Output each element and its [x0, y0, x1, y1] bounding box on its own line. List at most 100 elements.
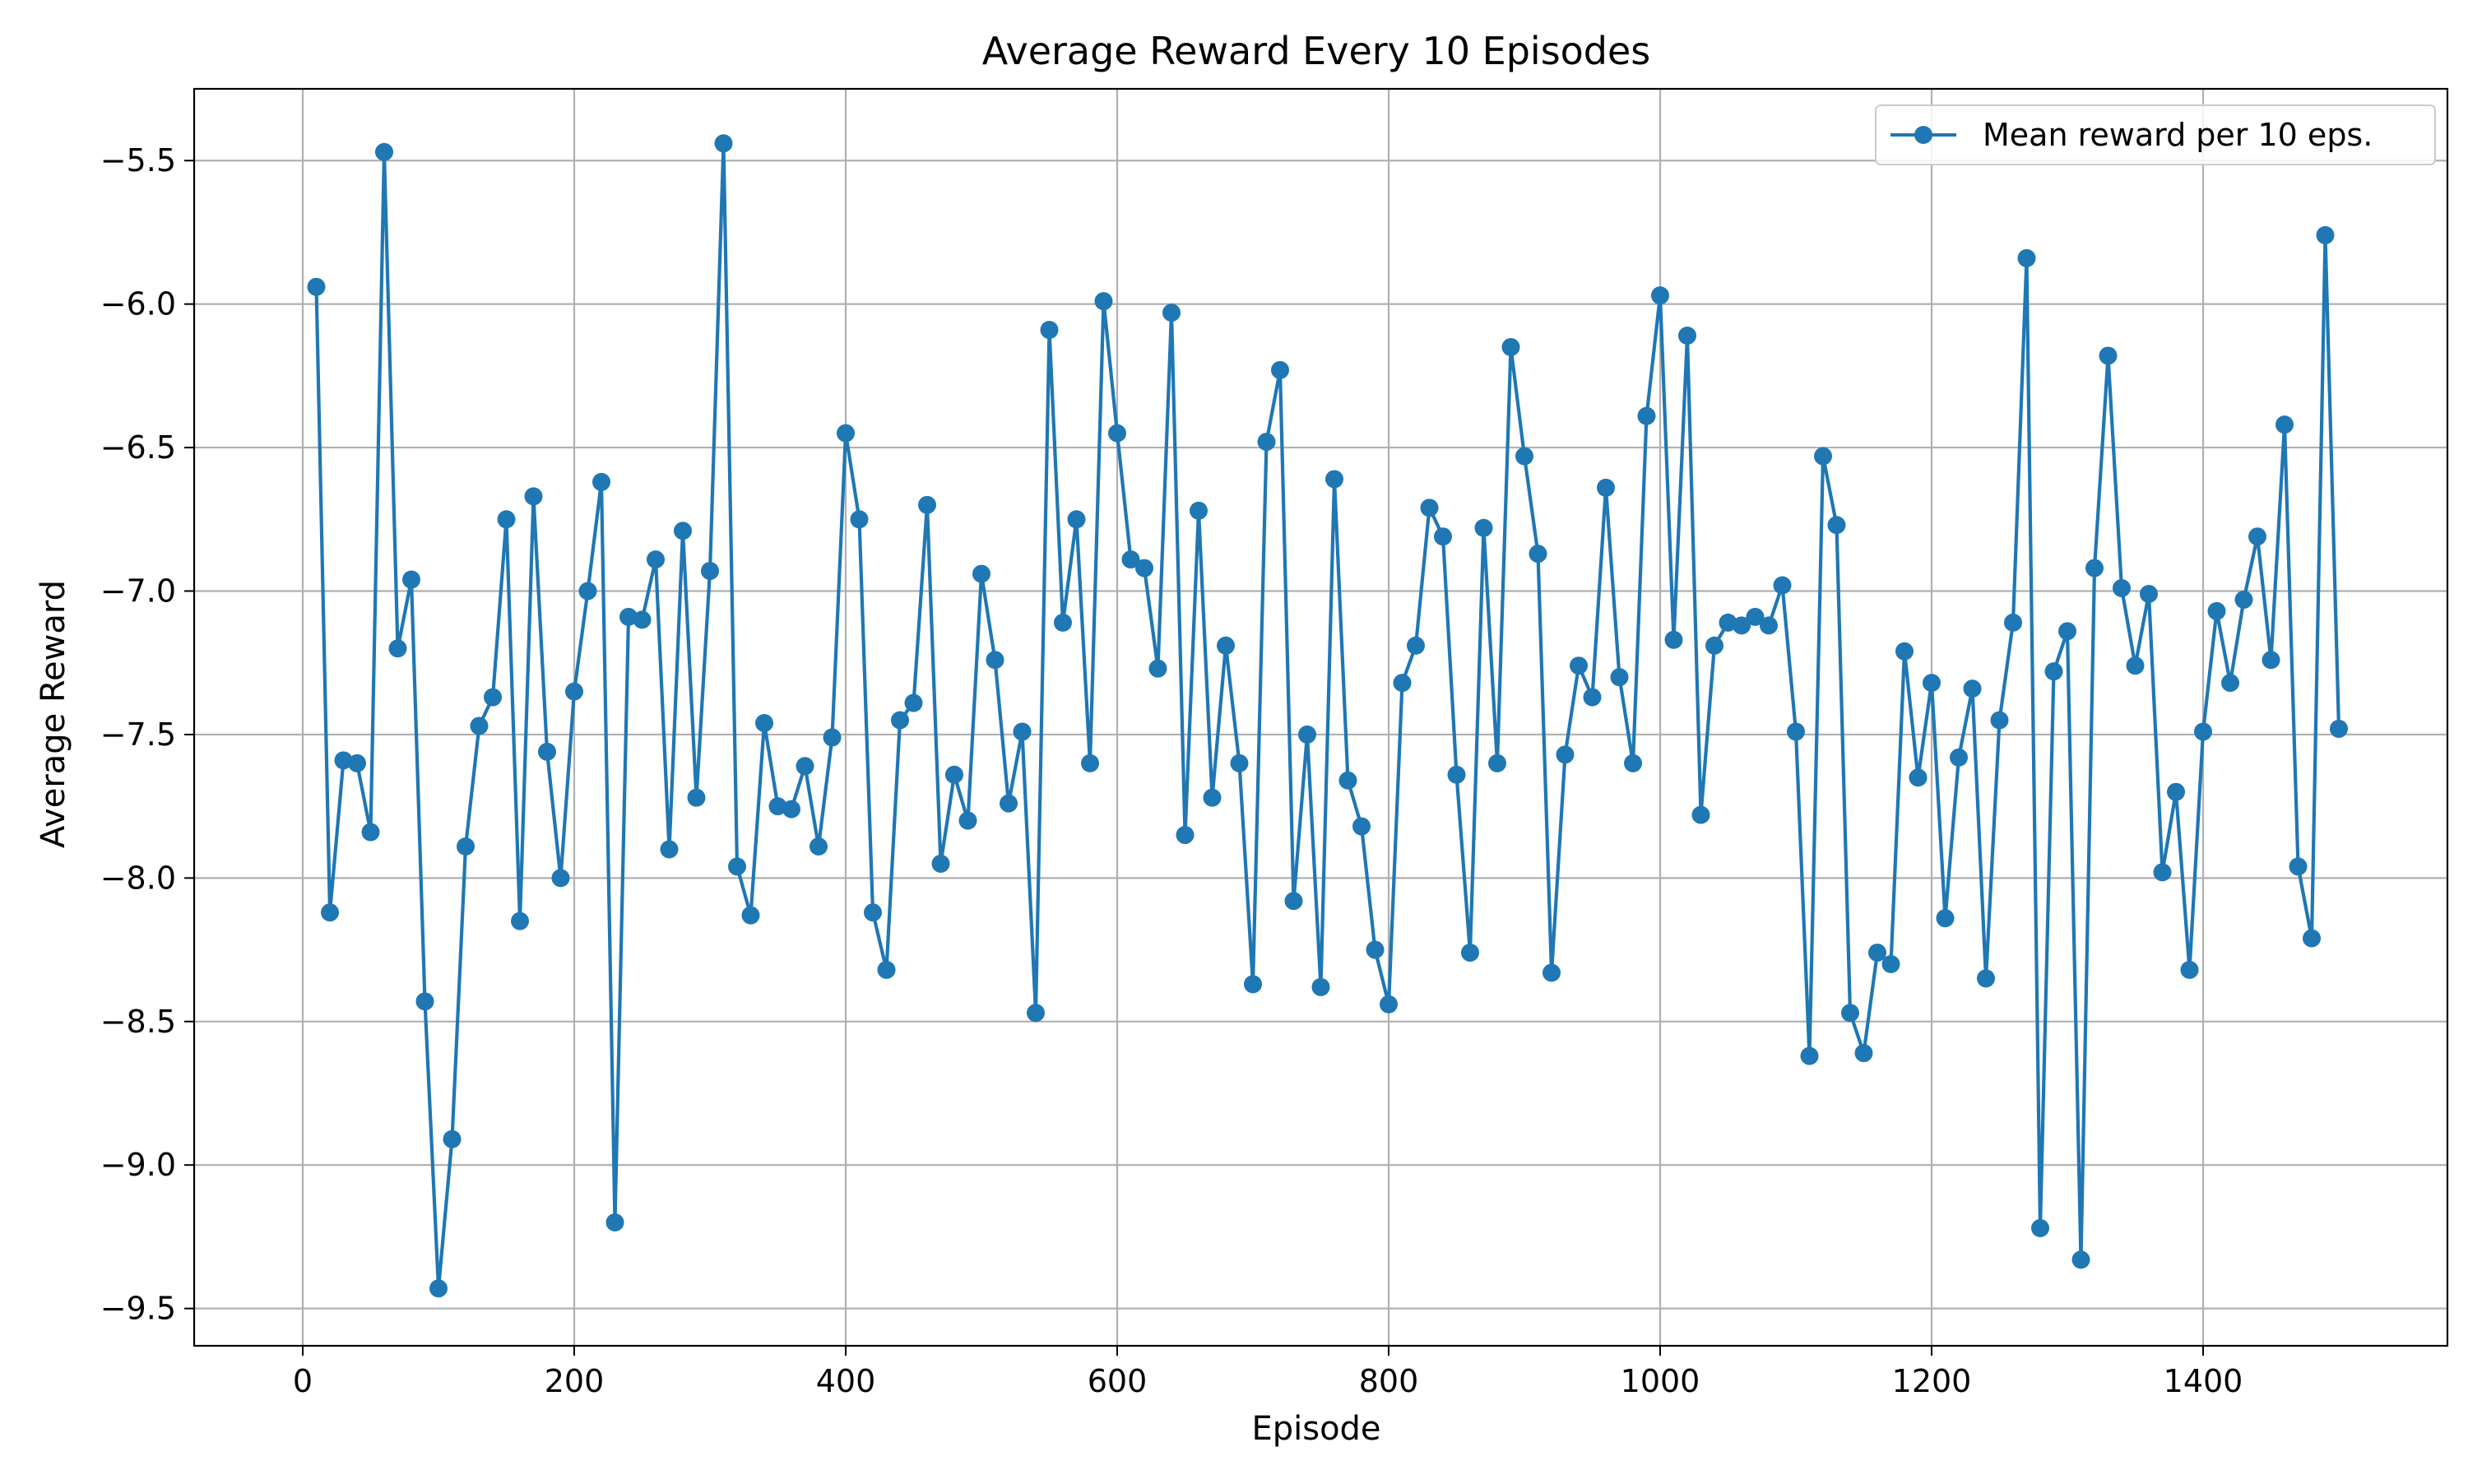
data-point	[1895, 642, 1914, 661]
data-point	[1108, 424, 1126, 443]
data-point	[524, 487, 543, 506]
data-point	[402, 570, 420, 589]
data-point	[1705, 636, 1723, 655]
data-point	[1881, 955, 1900, 974]
data-point	[1624, 754, 1642, 772]
data-point	[1366, 940, 1385, 959]
y-tick-label: −5.5	[100, 142, 176, 179]
data-point	[850, 510, 869, 529]
y-tick-label: −8.0	[100, 860, 176, 896]
data-point	[1990, 711, 2009, 730]
data-point	[1447, 765, 1466, 784]
data-point	[837, 424, 855, 443]
data-point	[1244, 975, 1262, 994]
data-point	[497, 510, 516, 529]
data-point	[1950, 748, 1968, 767]
x-axis-label: Episode	[1251, 1410, 1380, 1448]
data-point	[1338, 771, 1357, 790]
data-point	[2167, 782, 2185, 801]
data-point	[1271, 360, 1289, 379]
data-point	[511, 911, 529, 930]
data-point	[592, 472, 610, 491]
data-point	[2113, 579, 2131, 598]
data-point	[2044, 662, 2063, 681]
data-point	[796, 757, 814, 776]
data-point	[2085, 559, 2104, 577]
data-point	[714, 134, 733, 153]
data-point	[1121, 550, 1140, 569]
data-point	[1909, 768, 1928, 787]
data-point	[1230, 754, 1249, 772]
data-point	[674, 522, 692, 540]
data-point	[945, 765, 963, 784]
y-tick-label: −9.5	[100, 1291, 176, 1327]
data-point	[1176, 826, 1195, 845]
data-point	[1054, 613, 1072, 632]
data-point	[2126, 656, 2145, 675]
data-point	[1570, 656, 1588, 675]
data-point	[891, 711, 909, 730]
data-point	[1610, 668, 1629, 687]
data-point	[2330, 719, 2348, 738]
x-tick-label: 1400	[2164, 1363, 2243, 1399]
data-point	[1923, 674, 1941, 693]
data-point	[2275, 415, 2294, 434]
data-point	[2017, 248, 2036, 267]
y-tick-label: −6.0	[100, 286, 176, 322]
data-point	[687, 788, 706, 807]
data-point	[1651, 286, 1669, 305]
chart-title: Average Reward Every 10 Episodes	[982, 29, 1651, 73]
data-point	[1311, 977, 1330, 996]
data-point	[2004, 613, 2022, 632]
data-point	[429, 1279, 448, 1298]
data-point	[1515, 447, 1533, 466]
data-point	[864, 903, 882, 922]
x-tick-label: 600	[1088, 1363, 1148, 1399]
data-point	[1407, 636, 1425, 655]
data-point	[1135, 559, 1153, 577]
data-point	[1637, 406, 1656, 425]
data-point	[2058, 622, 2076, 641]
y-tick-label: −6.5	[100, 429, 176, 466]
x-tick-label: 400	[816, 1363, 876, 1399]
data-point	[958, 811, 977, 830]
data-point	[388, 639, 407, 658]
data-point	[1013, 722, 1032, 741]
data-point	[1067, 510, 1086, 529]
data-point	[538, 742, 556, 761]
data-point	[2248, 527, 2266, 546]
data-point	[1800, 1046, 1819, 1065]
data-point	[1529, 545, 1547, 563]
data-point	[361, 823, 380, 842]
y-tick-label: −7.0	[100, 573, 176, 610]
data-point	[1148, 659, 1167, 678]
data-point	[1474, 518, 1493, 537]
data-point	[2221, 674, 2239, 693]
data-point	[1678, 327, 1696, 345]
data-point	[2153, 863, 2172, 882]
data-point	[1325, 470, 1343, 489]
data-point	[1420, 499, 1439, 517]
x-tick-label: 800	[1359, 1363, 1419, 1399]
data-point	[2234, 590, 2253, 609]
data-point	[2289, 857, 2308, 876]
data-point	[1027, 1004, 1045, 1023]
data-point	[1162, 304, 1181, 322]
data-point	[1556, 745, 1575, 764]
series-line	[314, 141, 2341, 1291]
data-point	[1963, 679, 1982, 698]
data-point	[2262, 651, 2280, 670]
data-point	[1217, 636, 1235, 655]
data-point	[334, 751, 353, 770]
data-point	[605, 1213, 624, 1231]
x-tick-label: 0	[293, 1363, 313, 1399]
data-point	[2031, 1218, 2049, 1237]
data-point	[470, 716, 489, 735]
data-point	[2194, 722, 2212, 741]
data-point	[1000, 794, 1018, 813]
data-point	[1664, 630, 1683, 649]
data-point	[1733, 616, 1751, 635]
data-point	[1542, 963, 1561, 982]
data-point	[633, 610, 652, 629]
data-point	[728, 857, 746, 876]
